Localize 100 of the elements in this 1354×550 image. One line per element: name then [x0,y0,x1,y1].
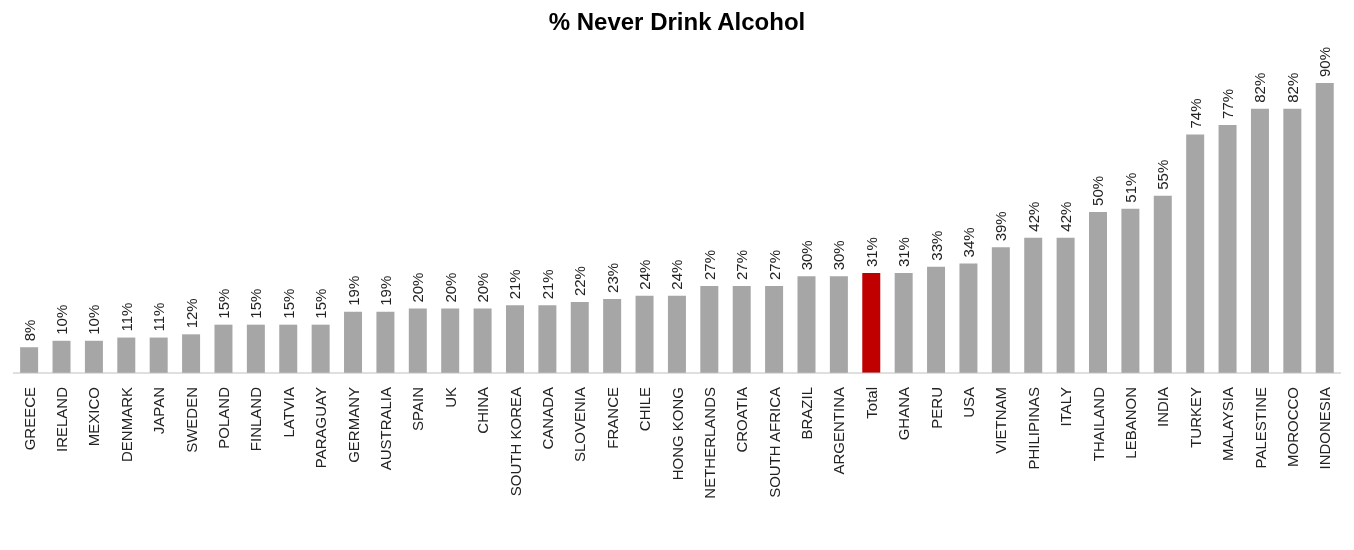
x-tick-label: PALESTINE [1251,387,1269,469]
bar [311,324,330,373]
data-label: 19% [376,275,394,306]
bar [441,308,460,373]
data-label: 30% [797,240,815,271]
x-tick-label: GREECE [20,387,38,451]
data-label: 12% [182,298,200,329]
bar [1024,237,1043,373]
data-label: 24% [636,259,654,290]
bar [700,286,719,373]
bar [667,295,686,373]
bar [797,276,816,373]
data-label: 27% [765,249,783,280]
x-tick-label: IRELAND [53,386,71,453]
bar [959,263,978,373]
bar [1315,83,1334,373]
bar [1089,211,1107,373]
x-tick-label: CROATIA [733,387,751,453]
bar [246,324,265,373]
x-tick-label: DENMARK [117,387,135,463]
bar [20,347,39,373]
data-label: 77% [1219,88,1237,119]
x-tick-label: HONG KONG [668,387,686,481]
bar [505,305,524,373]
bar [1283,108,1302,373]
bar [1250,108,1269,373]
x-tick-label: MALAYSIA [1219,387,1237,461]
bar [570,302,589,373]
bar [214,324,233,373]
bar [408,308,427,373]
bar [182,334,201,373]
data-label: 15% [312,288,330,319]
x-tick-label: LATVIA [279,387,297,438]
bar [344,311,363,373]
data-label: 27% [700,249,718,280]
data-label: 15% [247,288,265,319]
data-label: 90% [1316,46,1334,77]
bar [52,340,71,373]
x-tick-label: SWEDEN [182,387,200,453]
data-label: 11% [150,302,168,332]
x-tick-label: PHILIPINAS [1024,387,1042,470]
bar [149,337,168,373]
bar [603,298,622,373]
data-label: 30% [830,240,848,271]
x-tick-label: VIETNAM [992,387,1010,454]
bar [732,286,751,373]
bar [279,324,298,373]
x-tick-label: CHILE [636,387,654,432]
bar [765,286,784,373]
x-tick-label: Total [862,387,880,419]
bar [829,276,848,373]
x-tick-label: PERU [927,387,945,429]
x-tick-label: PARAGUAY [312,387,330,469]
bar [538,305,557,373]
bar [894,273,913,373]
chart-title: % Never Drink Alcohol [547,8,807,37]
data-label: 15% [279,288,297,319]
bar [991,247,1010,373]
data-label: 31% [862,237,880,268]
bar [376,311,395,373]
data-label: 23% [603,262,621,293]
x-tick-label: LEBANON [1121,387,1139,459]
data-label: 55% [1154,159,1172,190]
data-label: 82% [1251,72,1269,103]
data-label: 8% [20,319,38,342]
x-tick-label: THAILAND [1089,386,1107,462]
data-label: 20% [409,272,427,303]
bar [1056,237,1075,373]
data-label: 21% [538,269,556,300]
x-tick-label: JAPAN [150,387,168,435]
x-tick-label: BRAZIL [798,387,816,440]
data-label: 27% [733,249,751,280]
x-tick-label: GERMANY [344,387,362,463]
data-label: 74% [1186,98,1204,129]
bar [1218,124,1237,373]
x-tick-label: SOUTH AFRICA [765,387,783,498]
data-label: 10% [85,304,103,335]
x-tick-label: SOUTH KOREA [506,387,524,497]
data-label: 11% [117,302,135,332]
x-tick-label: MOROCCO [1283,387,1301,467]
bar [117,337,136,373]
data-label: 24% [668,259,686,290]
bar [862,273,881,373]
x-tick-label: MEXICO [85,387,103,447]
x-tick-label: NETHERLANDS [700,387,718,499]
bar [84,340,103,373]
x-tick-label: FINLAND [247,386,265,452]
x-tick-label: POLAND [215,386,233,449]
data-label: 15% [214,288,232,319]
x-tick-label: GHANA [895,387,913,441]
data-label: 39% [992,211,1010,242]
data-label: 20% [441,272,459,303]
data-label: 82% [1283,72,1301,103]
x-tick-label: UK [441,387,459,408]
x-tick-label: CANADA [538,387,556,450]
data-label: 22% [571,266,589,297]
data-label: 50% [1089,175,1107,206]
x-tick-label: INDIA [1154,387,1172,428]
x-tick-label: ARGENTINA [830,387,848,475]
data-label: 19% [344,275,362,306]
